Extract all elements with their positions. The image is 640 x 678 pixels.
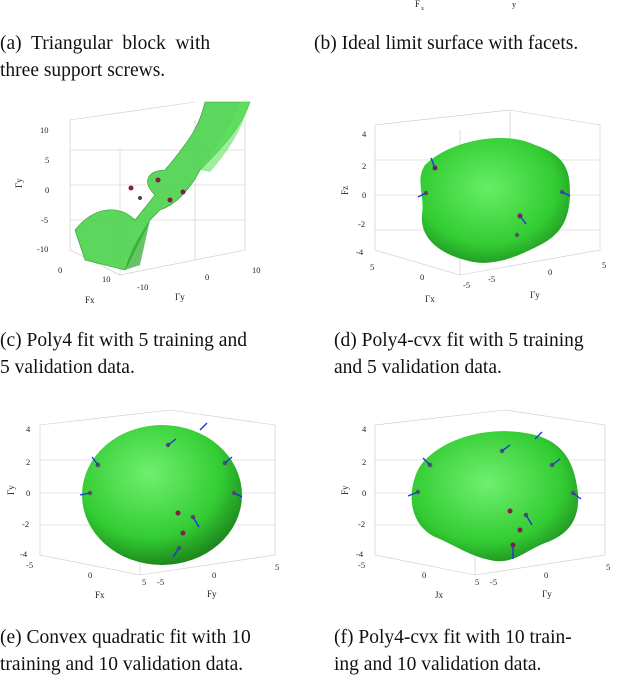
caption-d: (d) Poly4-cvx fit with 5 training and 5 …: [334, 327, 584, 381]
figure-e-yt1: 0: [212, 570, 216, 580]
figure-f-xt2: 5: [475, 577, 479, 587]
figure-e-zt4: -4: [20, 549, 28, 559]
caption-b-line1: (b) Ideal limit surface with facets.: [314, 33, 579, 54]
figure-e-arrows: [79, 422, 243, 558]
fragment-label-fx-sub: x: [421, 6, 424, 12]
figure-f-zt4: -4: [356, 549, 364, 559]
top-figure-fragment: F x y: [415, 0, 516, 12]
figure-e-xt2: 5: [142, 577, 146, 587]
caption-f-line1: (f) Poly4-cvx fit with 10 train-: [334, 627, 572, 648]
figure-f-xlabel: Jx: [435, 590, 444, 600]
figure-d-xt0: 5: [370, 262, 374, 272]
caption-a-line1: (a) Triangular block with: [0, 33, 211, 54]
figure-e-xt0: -5: [26, 560, 33, 570]
fragment-label-fx: F: [415, 0, 420, 9]
caption-c-line1: (c) Poly4 fit with 5 training and: [0, 330, 247, 351]
figure-d-yt0: -5: [488, 274, 495, 284]
figure-c-zt3: -5: [41, 215, 48, 225]
figure-d-zt3: -2: [358, 219, 365, 229]
figure-d-yt2: 5: [602, 260, 606, 270]
figure-d-xlabel: Γx: [425, 294, 435, 304]
figure-c-yt0: -10: [137, 282, 148, 292]
figure-f-zlabel: Fy: [340, 485, 350, 495]
figure-f-zt3: -2: [358, 519, 365, 529]
figure-e-xt1: 0: [88, 570, 92, 580]
fragment-label-y: y: [512, 0, 516, 9]
figure-e-surface: [82, 425, 242, 565]
figure-c-zt4: -10: [37, 244, 48, 254]
figure-f-xt0: -5: [358, 560, 365, 570]
figure-e-xlabel: Fx: [95, 590, 105, 600]
figure-c-ylabel: Γy: [175, 292, 185, 302]
caption-f: (f) Poly4-cvx fit with 10 train- ing and…: [334, 624, 640, 678]
figure-d-zt2: 0: [362, 190, 366, 200]
figure-f-xt1: 0: [422, 570, 426, 580]
figure-d-yt1: 0: [548, 267, 552, 277]
figure-c-zt2: 0: [45, 185, 49, 195]
figure-d-zt4: -4: [356, 247, 364, 257]
caption-c: (c) Poly4 fit with 5 training and 5 vali…: [0, 327, 306, 381]
caption-f-line2: ing and 10 validation data.: [334, 654, 542, 675]
figure-c-zt1: 5: [45, 155, 49, 165]
caption-c-line2: 5 validation data.: [0, 357, 135, 378]
figure-e-quadratic-surface: 4 2 0 -2 -4 -5 0 5 -5 0 5 Γy Fx Fy: [6, 409, 279, 600]
figure-c-surface: [74, 101, 251, 271]
figure-d-xt1: 0: [420, 272, 424, 282]
caption-a-line2: three support screws.: [0, 60, 166, 81]
figure-d-poly4cvx-surface: 4 2 0 -2 -4 5 0 -5 -5 0 5 Fz Γx Γy: [340, 109, 606, 304]
figure-f-yt0: -5: [490, 577, 497, 587]
figure-c-points: [128, 177, 186, 203]
figure-c-poly4-surface: 10 5 0 -5 -10 0 10 -10 0 10 Γy Fx Γy: [14, 101, 261, 305]
figure-e-zt1: 2: [26, 457, 30, 467]
figure-f-ylabel: Γy: [542, 589, 552, 599]
figure-e-yt0: -5: [157, 577, 164, 587]
figure-e-ylabel: Fy: [207, 589, 217, 599]
figure-f-zt1: 2: [362, 457, 366, 467]
figure-d-zt1: 2: [362, 161, 366, 171]
caption-d-line1: (d) Poly4-cvx fit with 5 training: [334, 330, 584, 351]
figure-e-zt0: 4: [26, 424, 31, 434]
figure-c-xt0: 0: [58, 265, 62, 275]
figure-f-yt1: 0: [544, 570, 548, 580]
figure-f-poly4cvx-surface: 4 2 0 -2 -4 -5 0 5 -5 0 5 Fy Jx Γy: [340, 409, 610, 600]
figure-f-surface: [411, 431, 579, 562]
caption-b: (b) Ideal limit surface with facets.: [314, 30, 578, 57]
caption-e: (e) Convex quadratic fit with 10 trainin…: [0, 624, 251, 678]
caption-d-line2: and 5 validation data.: [334, 357, 502, 378]
figure-e-zt3: -2: [22, 519, 29, 529]
figure-c-xt1: 10: [102, 274, 111, 284]
figure-e-yt2: 5: [275, 562, 279, 572]
figure-d-surface: [420, 137, 570, 263]
figure-e-zt2: 0: [26, 488, 30, 498]
figure-c-xlabel: Fx: [85, 295, 95, 305]
figure-d-xt2: -5: [463, 280, 470, 290]
figure-e-zlabel: Γy: [6, 485, 16, 495]
figure-d-ylabel: Γy: [530, 290, 540, 300]
figure-f-arrows: [407, 431, 582, 559]
figure-d-arrows: [417, 157, 571, 225]
caption-a: (a) Triangular block with three support …: [0, 30, 288, 84]
figure-f-zt0: 4: [362, 424, 367, 434]
caption-e-line2: training and 10 validation data.: [0, 654, 244, 675]
figure-c-yt2: 10: [252, 265, 261, 275]
figure-f-yt2: 5: [606, 562, 610, 572]
figure-f-zt2: 0: [362, 488, 366, 498]
figure-c-yt1: 0: [205, 272, 209, 282]
figure-d-zt0: 4: [362, 129, 367, 139]
figure-d-zlabel: Fz: [340, 186, 350, 195]
figure-c-zt0: 10: [40, 125, 49, 135]
caption-e-line1: (e) Convex quadratic fit with 10: [0, 627, 251, 648]
figure-c-zlabel: Γy: [14, 178, 24, 188]
